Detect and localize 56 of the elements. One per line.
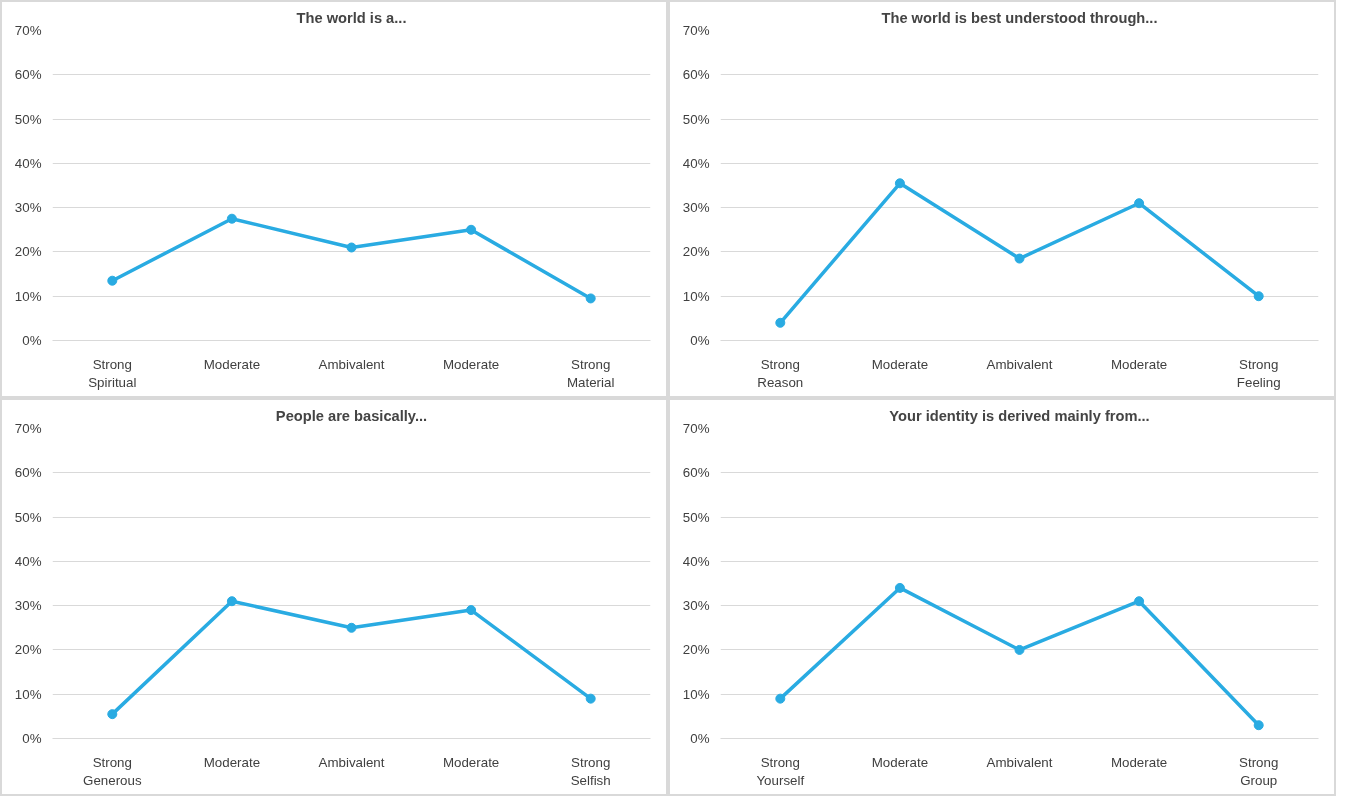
y-tick-label: 60% [14, 465, 42, 481]
y-tick-label: 60% [682, 67, 710, 83]
x-tick-label: Moderate [1110, 754, 1168, 770]
x-tick-label: Strong Spiritual [88, 356, 137, 390]
x-tick-label: Strong Material [567, 356, 615, 390]
y-tick-label: 0% [22, 333, 42, 348]
y-tick-label: 60% [14, 67, 42, 83]
y-tick-label: 20% [682, 642, 710, 658]
x-tick-label: Ambivalent [318, 356, 385, 372]
x-tick-label: Strong Generous [83, 754, 142, 788]
x-tick-label: Moderate [1110, 356, 1168, 372]
y-tick-label: 30% [682, 598, 710, 614]
y-tick-label: 70% [682, 23, 710, 38]
y-tick-label: 50% [14, 509, 42, 525]
x-tick-label: Strong Feeling [1236, 356, 1281, 390]
x-tick-label: Strong Group [1239, 754, 1279, 788]
y-tick-label: 10% [14, 686, 42, 702]
x-tick-label: Moderate [442, 754, 500, 770]
y-tick-label: 30% [682, 200, 710, 216]
y-tick-label: 70% [682, 421, 710, 436]
chart-title: People are basically... [275, 407, 428, 424]
x-tick-label: Strong Selfish [570, 754, 611, 788]
x-tick-label: Moderate [871, 754, 929, 770]
y-tick-label: 0% [22, 731, 42, 746]
x-tick-label: Moderate [203, 754, 261, 770]
y-tick-label: 60% [682, 465, 710, 481]
y-tick-label: 10% [682, 686, 710, 702]
y-tick-label: 0% [690, 731, 710, 746]
y-tick-label: 50% [682, 111, 710, 127]
y-tick-label: 50% [682, 509, 710, 525]
y-tick-label: 40% [682, 155, 710, 171]
x-tick-label: Ambivalent [986, 356, 1053, 372]
y-tick-label: 20% [14, 642, 42, 658]
x-tick-label: Strong Reason [757, 356, 804, 390]
y-tick-label: 10% [14, 288, 42, 304]
y-tick-label: 0% [690, 333, 710, 348]
x-tick-label: Moderate [442, 356, 500, 372]
y-tick-label: 40% [682, 553, 710, 569]
y-tick-label: 20% [682, 244, 710, 260]
y-tick-label: 10% [682, 288, 710, 304]
chart-title: Your identity is derived mainly from... [889, 407, 1150, 424]
y-tick-label: 30% [14, 200, 42, 216]
y-tick-label: 70% [14, 23, 42, 38]
x-tick-label: Ambivalent [318, 754, 385, 770]
x-tick-label: Moderate [203, 356, 261, 372]
y-tick-label: 40% [14, 553, 42, 569]
x-tick-label: Ambivalent [986, 754, 1053, 770]
y-tick-label: 50% [14, 111, 42, 127]
chart-title: The world is a... [296, 9, 407, 26]
y-tick-label: 40% [14, 155, 42, 171]
x-tick-label: Moderate [871, 356, 929, 372]
y-tick-label: 30% [14, 598, 42, 614]
y-tick-label: 20% [14, 244, 42, 260]
x-tick-label: Strong Yourself [756, 754, 805, 788]
chart-title: The world is best understood through... [881, 9, 1158, 26]
y-tick-label: 70% [14, 421, 42, 436]
